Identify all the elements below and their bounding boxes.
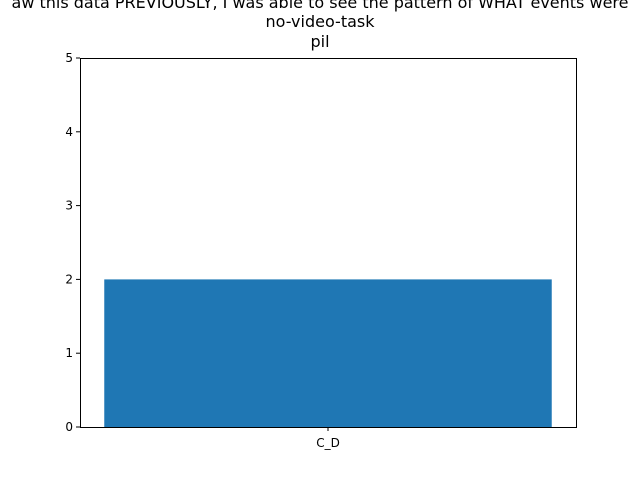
chart-title-line-1: aw this data PREVIOUSLY, I was able to s… (11, 0, 629, 12)
y-axis: 0 1 2 3 4 5 (65, 51, 80, 434)
y-tick-label: 5 (65, 51, 73, 65)
x-axis: C_D (316, 427, 340, 450)
axes-frame (80, 58, 577, 428)
y-tick-label: 3 (65, 199, 73, 213)
y-tick-label: 0 (65, 420, 73, 434)
y-tick-label: 4 (65, 125, 73, 139)
chart-title-line-2: no-video-task (265, 12, 375, 31)
bars-group (104, 279, 552, 427)
chart-title-line-3: pil (310, 32, 330, 51)
x-tick-label: C_D (316, 436, 340, 450)
bar-C_D (104, 279, 552, 427)
y-tick-label: 2 (65, 272, 73, 286)
y-tick-label: 1 (65, 346, 73, 360)
